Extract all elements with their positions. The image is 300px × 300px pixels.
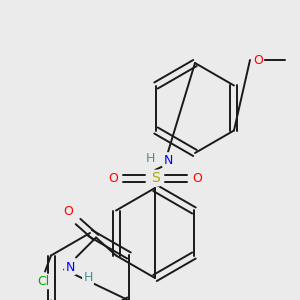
Text: O: O	[253, 53, 263, 67]
Text: N: N	[65, 261, 75, 274]
Text: S: S	[151, 171, 159, 185]
Text: Cl: Cl	[37, 275, 49, 288]
Text: H: H	[145, 152, 155, 164]
Text: O: O	[192, 172, 202, 184]
Text: H: H	[83, 271, 93, 284]
Text: O: O	[108, 172, 118, 184]
Text: O: O	[63, 205, 73, 218]
Text: N: N	[163, 154, 173, 166]
